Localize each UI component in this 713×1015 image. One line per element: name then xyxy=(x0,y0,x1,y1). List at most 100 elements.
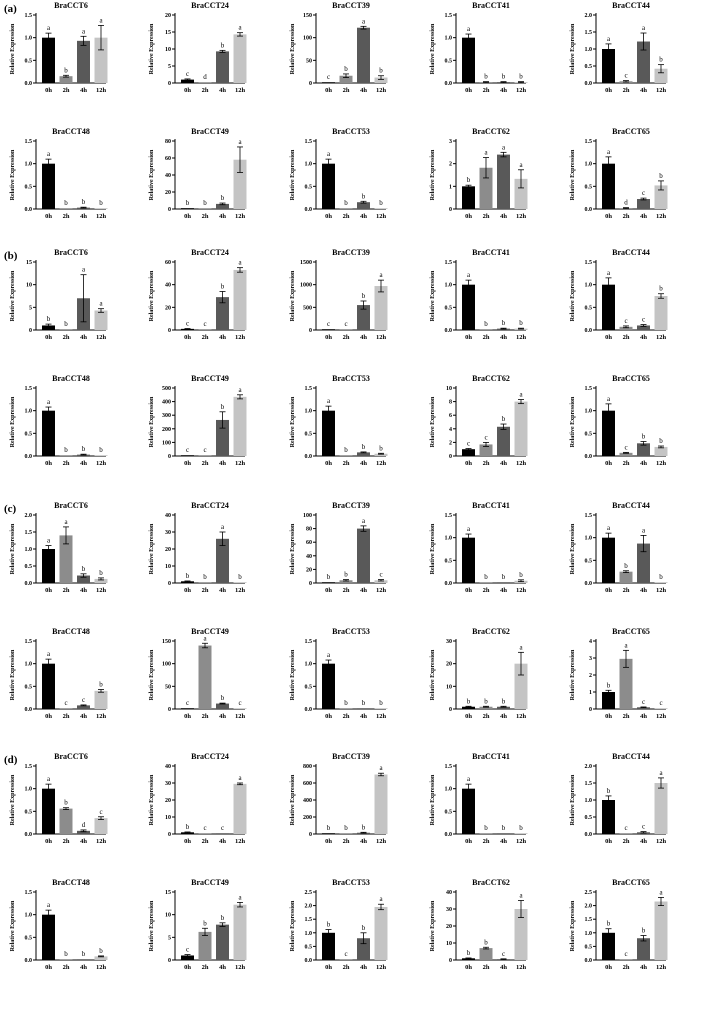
subchart: BraCCT62 Relative Expression 0 1 2 3 b 0h a 2h a 4h… xyxy=(430,127,528,220)
x-tick-label: 2h xyxy=(483,213,490,220)
y-tick-label: 2 xyxy=(449,162,452,168)
x-tick-label: 4h xyxy=(500,87,507,94)
bar xyxy=(619,571,633,583)
significance-letter: b xyxy=(64,799,68,807)
y-tick-label: 1.5 xyxy=(445,260,453,266)
significance-letter: b xyxy=(99,446,103,454)
y-axis-label: Relative Expression xyxy=(570,523,576,574)
y-tick-label: 0.5 xyxy=(445,809,453,815)
y-tick-label: 0 xyxy=(309,81,312,87)
significance-letter: a xyxy=(642,526,646,534)
x-tick-label: 12h xyxy=(656,213,667,220)
subchart: BraCCT41 Relative Expression 0.0 0.5 1.0 1.5 a… xyxy=(430,1,528,94)
y-tick-label: 0.5 xyxy=(585,184,593,190)
bar xyxy=(619,658,633,709)
significance-letter: b xyxy=(659,573,663,581)
y-axis-label: Relative Expression xyxy=(10,270,16,321)
y-tick-label: 1.0 xyxy=(25,787,33,793)
y-tick-label: 0.0 xyxy=(445,832,453,838)
y-tick-label: 1.0 xyxy=(585,536,593,542)
bar xyxy=(462,537,475,583)
x-tick-label: 12h xyxy=(235,838,246,845)
y-tick-label: 1.0 xyxy=(305,162,313,168)
y-axis-label: Relative Expression xyxy=(149,649,155,700)
y-tick-label: 5 xyxy=(168,64,171,70)
y-axis-label: Relative Expression xyxy=(430,23,436,74)
subchart-title: BraCCT44 xyxy=(612,1,650,10)
bar xyxy=(322,329,335,330)
x-tick-label: 12h xyxy=(376,460,387,467)
y-axis-label: Relative Expression xyxy=(290,23,296,74)
bar xyxy=(77,959,90,960)
bar xyxy=(514,178,528,209)
x-tick-label: 0h xyxy=(605,713,612,720)
significance-letter: a xyxy=(327,150,331,158)
x-tick-label: 4h xyxy=(219,964,226,971)
bar xyxy=(59,455,73,456)
significance-letter: b xyxy=(379,67,383,75)
bar xyxy=(357,528,370,583)
y-axis-label: Relative Expression xyxy=(10,523,16,574)
x-tick-label: 2h xyxy=(202,460,209,467)
y-tick-label: 20 xyxy=(165,190,171,196)
significance-letter: c xyxy=(624,317,627,325)
bar xyxy=(322,410,335,456)
significance-letter: b xyxy=(99,569,103,577)
x-tick-label: 2h xyxy=(63,964,70,971)
significance-letter: a xyxy=(99,300,103,308)
x-tick-label: 12h xyxy=(96,334,107,341)
x-tick-label: 0h xyxy=(184,587,191,594)
significance-letter: c xyxy=(203,320,206,328)
significance-letter: b xyxy=(659,285,663,293)
y-axis-label: Relative Expression xyxy=(290,396,296,447)
significance-letter: a xyxy=(238,259,242,267)
x-tick-label: 4h xyxy=(219,87,226,94)
significance-letter: b xyxy=(64,950,68,958)
significance-letter: c xyxy=(642,698,645,706)
y-tick-label: 200 xyxy=(162,427,171,433)
subchart: BraCCT41 Relative Expression 0.0 0.5 1.0 1.5 a… xyxy=(430,248,528,341)
x-tick-label: 4h xyxy=(360,87,367,94)
y-tick-label: 0.5 xyxy=(25,935,33,941)
y-tick-label: 0.5 xyxy=(445,558,453,564)
bar xyxy=(462,449,475,456)
y-tick-label: 1.0 xyxy=(305,931,313,937)
y-tick-label: 6 xyxy=(449,413,452,419)
x-tick-label: 2h xyxy=(343,587,350,594)
x-tick-label: 4h xyxy=(500,713,507,720)
significance-letter: b xyxy=(64,199,68,207)
bar xyxy=(181,581,194,583)
significance-letter: a xyxy=(607,395,611,403)
x-tick-label: 0h xyxy=(45,964,52,971)
significance-letter: b xyxy=(221,914,225,922)
bar xyxy=(94,956,108,960)
y-axis-label: Relative Expression xyxy=(570,23,576,74)
x-tick-label: 4h xyxy=(500,587,507,594)
y-tick-label: 1.5 xyxy=(25,890,33,896)
significance-letter: b xyxy=(484,320,488,328)
bar xyxy=(94,818,108,834)
x-tick-label: 4h xyxy=(80,713,87,720)
x-tick-label: 0h xyxy=(605,838,612,845)
y-tick-label: 15 xyxy=(165,30,171,36)
bar xyxy=(374,77,388,83)
x-tick-label: 2h xyxy=(483,838,490,845)
y-tick-label: 1.0 xyxy=(445,36,453,42)
y-tick-label: 20 xyxy=(165,547,171,553)
y-axis-label: Relative Expression xyxy=(430,774,436,825)
significance-letter: b xyxy=(82,950,86,958)
significance-letter: b xyxy=(327,824,331,832)
y-axis-label: Relative Expression xyxy=(10,396,16,447)
significance-letter: a xyxy=(659,769,663,777)
bar xyxy=(374,580,388,583)
y-tick-label: 0 xyxy=(29,328,32,334)
significance-letter: a xyxy=(519,892,523,900)
bar xyxy=(462,284,475,330)
y-tick-label: 10 xyxy=(165,815,171,821)
y-tick-label: 1 xyxy=(589,690,592,696)
subchart: BraCCT53 Relative Expression 0.0 0.5 1.0 1.5 a… xyxy=(290,374,388,467)
significance-letter: a xyxy=(467,525,471,533)
x-tick-label: 2h xyxy=(483,460,490,467)
subchart: BraCCT6 Relative Expression 0.0 0.5 1.0 1.5 a 0… xyxy=(10,752,108,845)
